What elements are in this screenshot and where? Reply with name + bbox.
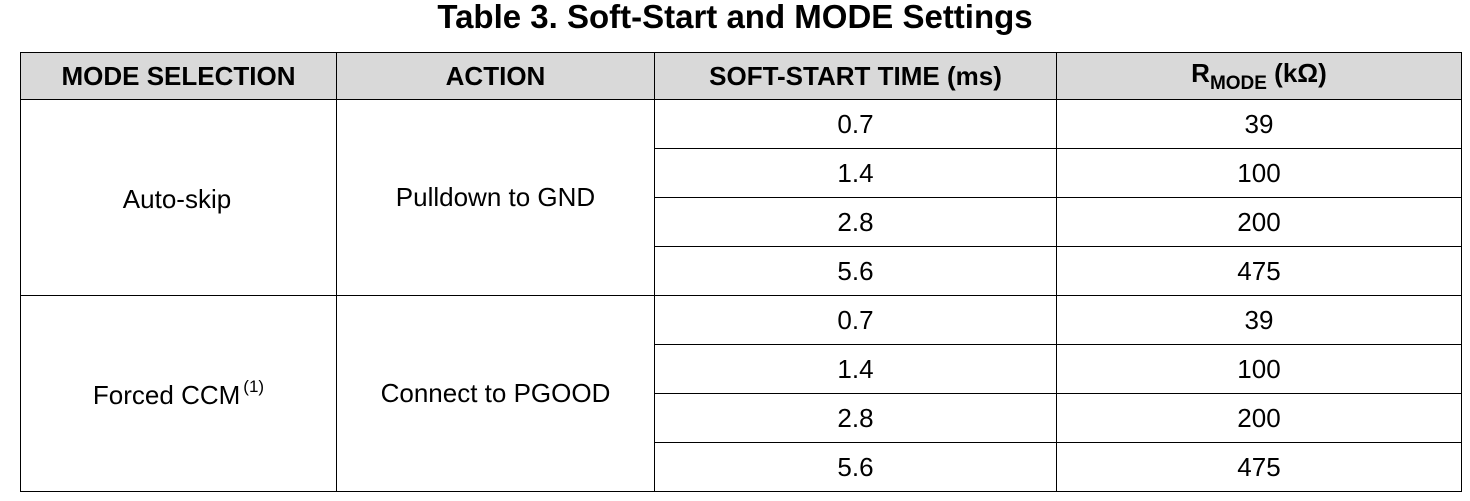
footnote-marker: (1) xyxy=(243,376,265,396)
soft-start-cell: 2.8 xyxy=(654,197,1057,247)
header-action: ACTION xyxy=(336,52,655,100)
soft-start-cell: 1.4 xyxy=(654,344,1057,394)
header-rmode-unit: (kΩ) xyxy=(1266,57,1327,88)
soft-start-cell: 5.6 xyxy=(654,442,1057,492)
rmode-cell: 39 xyxy=(1056,295,1462,345)
soft-start-mode-table: MODE SELECTION ACTION SOFT-START TIME (m… xyxy=(20,52,1462,492)
header-soft-start-time: SOFT-START TIME (ms) xyxy=(654,52,1057,100)
table-row: Forced CCM (1) Connect to PGOOD 0.7 39 xyxy=(20,295,1462,492)
header-rmode-prefix: R xyxy=(1191,57,1210,88)
header-rmode: RMODE (kΩ) xyxy=(1056,52,1462,100)
rmode-cell: 100 xyxy=(1056,344,1462,394)
mode-cell: Auto-skip xyxy=(20,99,337,296)
soft-start-cell: 0.7 xyxy=(654,295,1057,345)
action-cell: Pulldown to GND xyxy=(336,99,655,296)
header-row: MODE SELECTION ACTION SOFT-START TIME (m… xyxy=(20,52,1462,100)
header-rmode-subscript: MODE xyxy=(1209,72,1267,94)
table-row: 1.4 100 xyxy=(21,148,1462,198)
rmode-cell: 200 xyxy=(1056,197,1462,247)
soft-start-cell: 2.8 xyxy=(654,393,1057,443)
table-row: 5.6 475 xyxy=(21,442,1462,492)
table-title: Table 3. Soft-Start and MODE Settings xyxy=(437,0,1033,35)
table-row: 2.8 200 xyxy=(21,393,1462,443)
rmode-cell: 100 xyxy=(1056,148,1462,198)
rmode-cell: 39 xyxy=(1056,99,1462,149)
soft-start-cell: 5.6 xyxy=(654,246,1057,296)
soft-start-cell: 0.7 xyxy=(654,99,1057,149)
mode-label: Auto-skip xyxy=(122,183,232,214)
mode-cell: Forced CCM (1) xyxy=(20,295,337,492)
mode-label: Forced CCM xyxy=(92,379,241,410)
header-mode-selection: MODE SELECTION xyxy=(20,52,337,100)
action-cell: Connect to PGOOD xyxy=(336,295,655,492)
rmode-cell: 475 xyxy=(1056,246,1462,296)
table-row: Auto-skip Pulldown to GND 0.7 39 xyxy=(20,99,1462,296)
soft-start-cell: 1.4 xyxy=(654,148,1057,198)
rmode-cell: 475 xyxy=(1056,442,1462,492)
rmode-cell: 200 xyxy=(1056,393,1462,443)
